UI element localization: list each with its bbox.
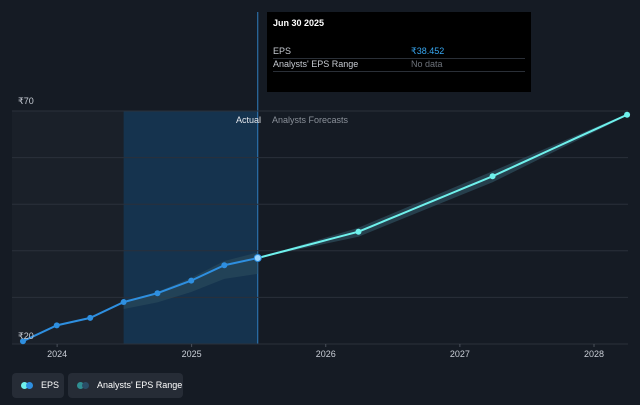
tooltip-eps-label: EPS [273, 46, 292, 56]
legend-item-eps[interactable]: EPS [12, 373, 64, 398]
eps-data-point [221, 262, 228, 269]
forecast-label: Analysts Forecasts [272, 115, 349, 125]
eps-legend-icon [21, 382, 37, 389]
tooltip-range-label: Analysts' EPS Range [273, 59, 359, 69]
eps-data-point [120, 299, 127, 306]
x-tick-label: 2028 [584, 349, 604, 359]
x-tick-label: 2024 [47, 349, 67, 359]
eps-data-point [154, 290, 161, 297]
y-tick-label-top: ₹70 [18, 96, 34, 106]
eps-series-line [22, 257, 258, 343]
eps-range-band-forecast [257, 113, 628, 259]
tooltip-row-eps: EPS ₹38.452 [273, 45, 525, 59]
eps-forecast-point [355, 228, 362, 235]
tooltip-eps-value: ₹38.452 [411, 46, 445, 56]
eps-data-point [253, 254, 262, 263]
tooltip-range-value: No data [411, 59, 443, 69]
eps-forecast-line [257, 113, 628, 259]
actual-highlight-region [123, 111, 258, 344]
x-tick-label: 2026 [316, 349, 336, 359]
y-tick-label-bottom: ₹20 [18, 331, 34, 341]
eps-forecast-point [489, 173, 496, 180]
legend-label-eps: EPS [41, 380, 60, 390]
eps-data-point [188, 277, 195, 284]
tooltip-date: Jun 30 2025 [273, 18, 325, 28]
eps-data-point [19, 338, 26, 345]
range-legend-icon [77, 382, 93, 389]
legend-item-eps-range[interactable]: Analysts' EPS Range [68, 373, 183, 398]
tooltip: Jun 30 2025 EPS ₹38.452 Analysts' EPS Ra… [267, 12, 531, 92]
legend-label-eps-range: Analysts' EPS Range [97, 380, 183, 390]
eps-data-point [53, 322, 60, 329]
eps-data-point [87, 314, 94, 321]
x-tick-label: 2025 [182, 349, 202, 359]
tooltip-row-range: Analysts' EPS Range No data [273, 58, 525, 72]
actual-label: Actual [236, 115, 261, 125]
eps-forecast-point [624, 111, 631, 118]
x-tick-label: 2027 [450, 349, 470, 359]
